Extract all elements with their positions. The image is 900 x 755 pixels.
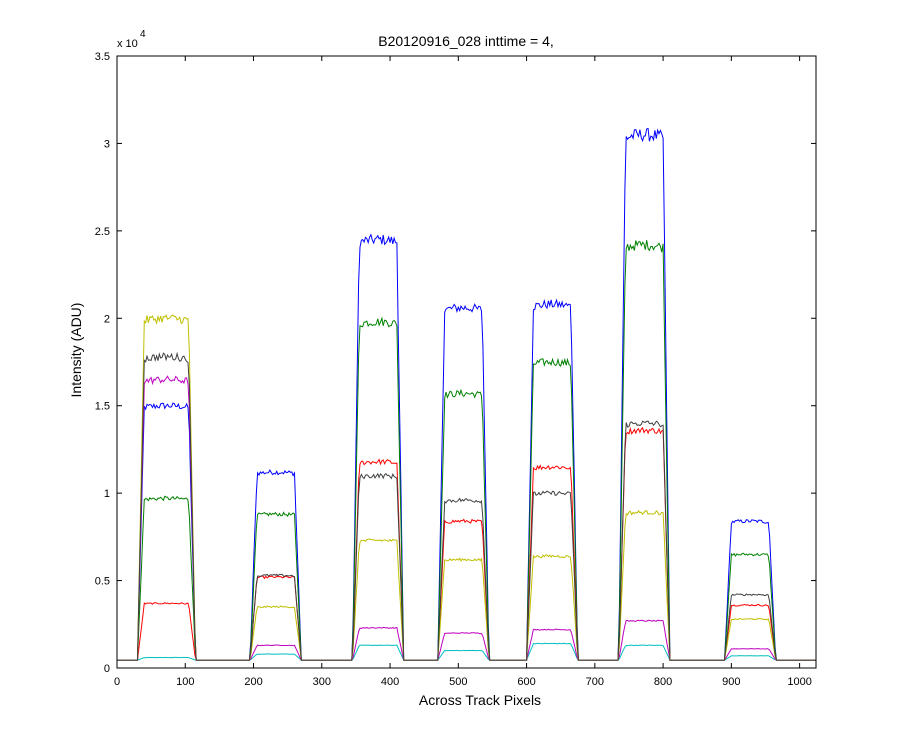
x-tick-label: 600 (517, 676, 535, 688)
y-tick-label: 1.5 (95, 401, 110, 413)
x-tick-label: 500 (449, 676, 467, 688)
x-tick-label: 200 (244, 676, 262, 688)
x-tick-label: 400 (381, 676, 399, 688)
y-multiplier-exponent: 4 (140, 29, 146, 40)
y-tick-label: 2.5 (95, 226, 110, 238)
x-tick-label: 300 (313, 676, 331, 688)
y-multiplier: x 10 (117, 38, 138, 50)
y-tick-label: 0 (104, 663, 110, 675)
y-axis-label: Intensity (ADU) (68, 303, 84, 398)
axes-background (117, 56, 816, 668)
x-tick-label: 1000 (787, 676, 811, 688)
x-tick-label: 700 (586, 676, 604, 688)
axes-box (116, 55, 817, 669)
x-tick-label: 0 (114, 676, 120, 688)
x-tick-label: 900 (722, 676, 740, 688)
x-axis-label: Across Track Pixels (419, 692, 541, 708)
y-tick-label: 1 (104, 488, 110, 500)
y-tick-label: 0.5 (95, 576, 110, 588)
y-tick-label: 2 (104, 313, 110, 325)
x-tick-label: 100 (176, 676, 194, 688)
y-tick-label: 3 (104, 138, 110, 150)
x-ticks: 0 100 200 300 400 500 600 700 800 900 1000 (114, 56, 812, 688)
x-tick-label: 800 (654, 676, 672, 688)
y-ticks: 0 0.5 1 1.5 2 2.5 3 3.5 (95, 51, 816, 675)
chart-title: B20120916_028 inttime = 4, (378, 33, 554, 49)
series-layer (117, 127, 816, 661)
series-line-7 (117, 351, 816, 661)
y-tick-label: 3.5 (95, 51, 110, 63)
